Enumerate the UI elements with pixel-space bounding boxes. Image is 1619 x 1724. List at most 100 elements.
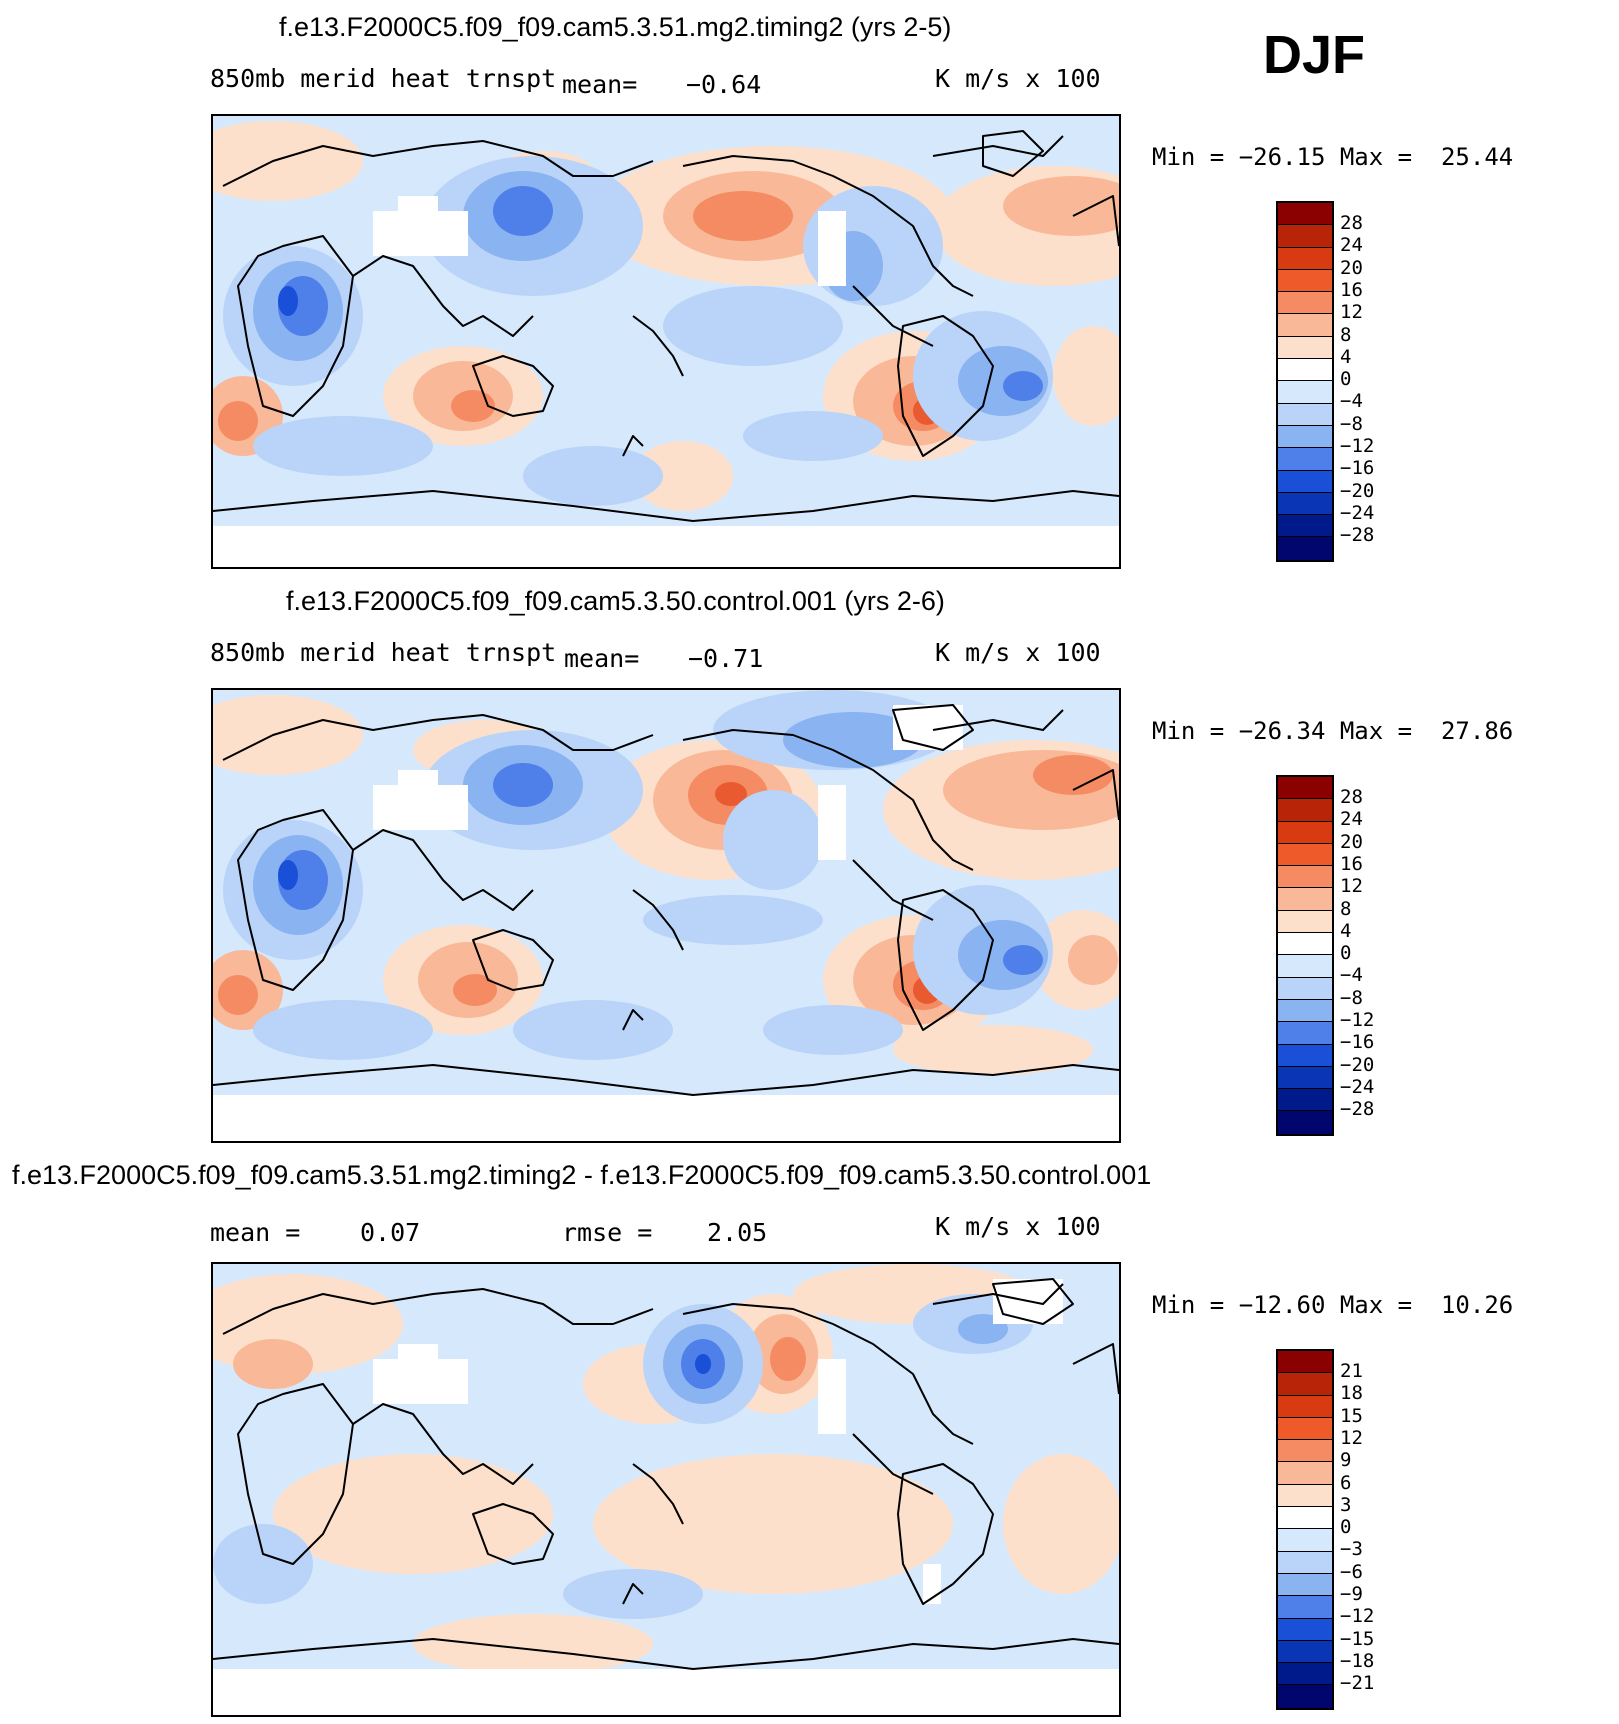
colorbar-swatch — [1278, 448, 1332, 471]
colorbar-swatch — [1278, 359, 1332, 382]
colorbar-swatch — [1278, 1066, 1332, 1090]
panel-3-map-svg — [213, 1264, 1119, 1715]
colorbar-tick-label: −12 — [1340, 435, 1375, 457]
missing-data — [213, 196, 1119, 567]
colorbar-swatch — [1278, 955, 1332, 978]
panel-3-rmse-value: 2.05 — [707, 1218, 768, 1247]
panel-2-mean-value: −0.71 — [688, 644, 764, 673]
colorbar-swatch — [1278, 1022, 1332, 1045]
colorbar-tick-label: 6 — [1340, 1471, 1352, 1494]
colorbar-swatch — [1278, 1507, 1332, 1530]
season-label: DJF — [1263, 25, 1366, 85]
colorbar-swatch — [1278, 381, 1332, 404]
panel-3-rmse-label: rmse = — [562, 1218, 653, 1247]
colorbar-tick-label: 16 — [1340, 278, 1363, 301]
colorbar-swatch — [1278, 843, 1332, 867]
colorbar-tick-label: −24 — [1340, 501, 1375, 524]
colorbar-tick-label: 12 — [1340, 301, 1363, 324]
panel-1-mean-label: mean= — [562, 70, 638, 99]
colorbar-tick-label: −20 — [1340, 1053, 1375, 1076]
colorbar-swatch — [1278, 1618, 1332, 1641]
colorbar-swatch — [1278, 425, 1332, 449]
colorbar-swatch — [1278, 1573, 1332, 1597]
colorbar-tick-label: −16 — [1340, 1031, 1375, 1054]
colorbar-swatch — [1278, 1089, 1332, 1112]
colorbar-tick-label: −20 — [1340, 479, 1375, 502]
colorbar-swatch — [1278, 203, 1332, 226]
panel-1-title: f.e13.F2000C5.f09_f09.cam5.3.51.mg2.timi… — [279, 12, 952, 42]
colorbar-tick-label: 8 — [1340, 323, 1352, 346]
colorbar-tick-label: 4 — [1340, 919, 1352, 942]
coastlines — [213, 1278, 1119, 1670]
colorbar-swatch — [1278, 1351, 1332, 1374]
colorbar-swatch — [1278, 821, 1332, 844]
missing-data — [213, 705, 1119, 1141]
colorbar-swatch — [1278, 515, 1332, 538]
colorbar-tick-label: 20 — [1340, 830, 1363, 853]
panel-3-units: K m/s x 100 — [935, 1212, 1101, 1241]
colorbar-tick-label: 9 — [1340, 1449, 1352, 1472]
colorbar-swatch — [1278, 777, 1332, 800]
colorbar-swatch — [1278, 1395, 1332, 1418]
coastlines — [213, 130, 1119, 522]
colorbar-swatch — [1278, 537, 1332, 560]
colorbar-swatch — [1278, 888, 1332, 911]
colorbar-swatch — [1278, 866, 1332, 889]
colorbar-tick-label: −8 — [1340, 986, 1363, 1009]
colorbar-swatch — [1278, 403, 1332, 426]
colorbar-swatch — [1278, 336, 1332, 360]
colorbar-tick-label: 21 — [1340, 1360, 1363, 1382]
colorbar-tick-label: 16 — [1340, 852, 1363, 875]
colorbar-tick-label: −9 — [1340, 1583, 1363, 1605]
colorbar-tick-label: 0 — [1340, 942, 1352, 965]
colorbar-swatch — [1278, 1484, 1332, 1508]
panel-3-title: f.e13.F2000C5.f09_f09.cam5.3.51.mg2.timi… — [12, 1160, 1152, 1190]
colorbar-tick-label: −4 — [1340, 964, 1363, 987]
panel-1-map — [211, 114, 1121, 569]
colorbar-tick-label: 8 — [1340, 897, 1352, 920]
colorbar-tick-label: 3 — [1340, 1493, 1352, 1516]
warm-anomalies — [213, 1264, 1119, 1674]
colorbar-tick-label: −28 — [1340, 524, 1375, 547]
colorbar-swatch — [1278, 1462, 1332, 1485]
colorbar-tick-label: 0 — [1340, 368, 1352, 391]
colorbar-swatch — [1278, 269, 1332, 293]
colorbar-swatch — [1278, 1440, 1332, 1463]
colorbar-tick-label: 15 — [1340, 1404, 1363, 1427]
colorbar-swatch — [1278, 1529, 1332, 1552]
panel-3-colorbar — [1276, 1349, 1334, 1710]
colorbar-tick-label: −4 — [1340, 390, 1363, 413]
panel-3-map — [211, 1262, 1121, 1717]
colorbar-swatch — [1278, 492, 1332, 516]
colorbar-swatch — [1278, 1373, 1332, 1396]
colorbar-tick-label: −12 — [1340, 1605, 1375, 1628]
colorbar-tick-label: 28 — [1340, 212, 1363, 234]
panel-1-map-svg — [213, 116, 1119, 567]
colorbar-tick-label: 24 — [1340, 808, 1363, 831]
colorbar-tick-label: −21 — [1340, 1672, 1375, 1695]
colorbar-swatch — [1278, 314, 1332, 337]
panel-2-map-svg — [213, 690, 1119, 1141]
missing-data — [213, 1279, 1119, 1715]
colorbar-swatch — [1278, 910, 1332, 934]
panel-3-min-max: Min = −12.60 Max = 10.26 — [1152, 1291, 1514, 1319]
colorbar-tick-label: 18 — [1340, 1382, 1363, 1405]
colorbar-swatch — [1278, 1596, 1332, 1619]
colorbar-tick-label: −8 — [1340, 412, 1363, 435]
panel-1-mean-value: −0.64 — [686, 70, 762, 99]
colorbar-tick-label: 12 — [1340, 1426, 1363, 1449]
panel-2-min-max: Min = −26.34 Max = 27.86 — [1152, 717, 1514, 745]
colorbar-swatch — [1278, 1044, 1332, 1067]
panel-3-mean-value: 0.07 — [360, 1218, 421, 1247]
panel-2-mean-label: mean= — [564, 644, 640, 673]
colorbar-swatch — [1278, 999, 1332, 1023]
panel-1-colorbar — [1276, 201, 1334, 562]
panel-1-min-max: Min = −26.15 Max = 25.44 — [1152, 143, 1514, 171]
colorbar-swatch — [1278, 799, 1332, 822]
colorbar-swatch — [1278, 292, 1332, 315]
colorbar-tick-label: −18 — [1340, 1649, 1375, 1672]
colorbar-tick-label: −28 — [1340, 1098, 1375, 1121]
cool-anomalies — [223, 156, 1053, 506]
colorbar-tick-label: 20 — [1340, 256, 1363, 279]
panel-2-variable: 850mb merid heat trnspt — [210, 638, 557, 667]
